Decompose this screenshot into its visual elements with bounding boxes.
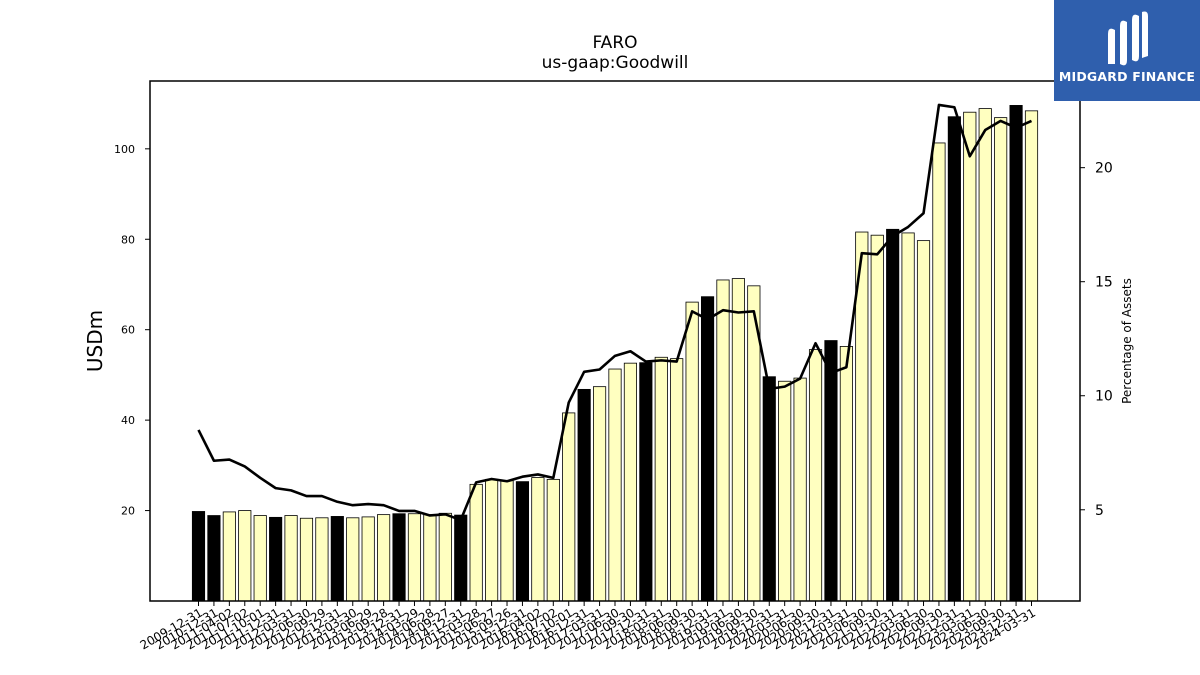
bar (222, 511, 236, 602)
bar (608, 368, 622, 602)
bar (515, 481, 530, 602)
bar (485, 478, 499, 602)
y2-tick-label: 5 (1095, 503, 1104, 519)
y-axis-label: USDm (83, 310, 107, 372)
bar (916, 240, 931, 602)
bar (284, 515, 298, 602)
bar (731, 278, 745, 602)
x-axis: 2009-12-312010-12-312011-04-022011-07-02… (138, 601, 1038, 652)
bar (793, 377, 807, 602)
bar (978, 108, 992, 602)
bar (963, 111, 977, 602)
bar (623, 362, 638, 602)
midgard-finance-logo: MIDGARD FINANCE (1054, 0, 1200, 101)
bar (562, 412, 576, 602)
y-tick-label: 20 (121, 505, 135, 518)
y-tick-label: 60 (121, 324, 135, 337)
bar (546, 478, 560, 602)
bar (423, 514, 437, 602)
bar (716, 279, 730, 602)
bar (361, 516, 375, 602)
bar (500, 480, 514, 602)
bar (531, 477, 545, 602)
y-tick-label: 100 (114, 143, 135, 156)
y2-tick-label: 20 (1095, 161, 1113, 177)
bar (762, 376, 776, 602)
bar (901, 232, 915, 602)
bar (191, 511, 206, 602)
y2-tick-label: 10 (1095, 389, 1113, 405)
y2-tick-label: 15 (1095, 275, 1113, 291)
midgard-m-logo-icon (1108, 11, 1148, 66)
bar (886, 228, 900, 602)
bar (315, 517, 329, 602)
bar (238, 510, 252, 602)
bar (469, 483, 483, 602)
bar (346, 517, 360, 602)
bar (700, 296, 715, 602)
bar (778, 380, 792, 602)
y-axis-right: 5 10 15 20 (1080, 161, 1113, 519)
bar (685, 301, 699, 602)
bar (947, 116, 961, 602)
y-tick-label: 80 (121, 233, 135, 246)
bar (994, 117, 1008, 602)
bar (824, 340, 838, 602)
y-tick-label: 40 (121, 414, 135, 427)
bar (593, 386, 607, 602)
bar (438, 512, 452, 602)
bar (932, 142, 946, 602)
chart-subtitle: us-gaap:Goodwill (542, 53, 689, 73)
bar (1024, 110, 1039, 602)
y-axis-left: 20 40 60 80 100 (114, 143, 150, 518)
bar (639, 362, 653, 602)
bar (207, 515, 221, 602)
percentage-line (197, 103, 1033, 522)
chart-title: FARO (592, 33, 637, 53)
bar (870, 234, 884, 602)
bar (1009, 105, 1023, 602)
bar (253, 515, 267, 602)
y2-axis-label: Percentage of Assets (1120, 278, 1134, 404)
bar (454, 514, 468, 602)
bar (377, 514, 391, 602)
bar (299, 517, 314, 602)
bar-series (191, 105, 1039, 602)
bar (808, 349, 823, 602)
bar (654, 356, 668, 602)
bar (670, 358, 684, 602)
bar (392, 513, 406, 602)
line-series (197, 103, 1033, 522)
bar (577, 388, 591, 602)
plot-frame (149, 80, 1081, 602)
bar (407, 513, 422, 602)
bar (330, 516, 344, 602)
bar (269, 516, 283, 602)
bar (839, 346, 853, 602)
brand-name: MIDGARD FINANCE (1058, 69, 1196, 84)
